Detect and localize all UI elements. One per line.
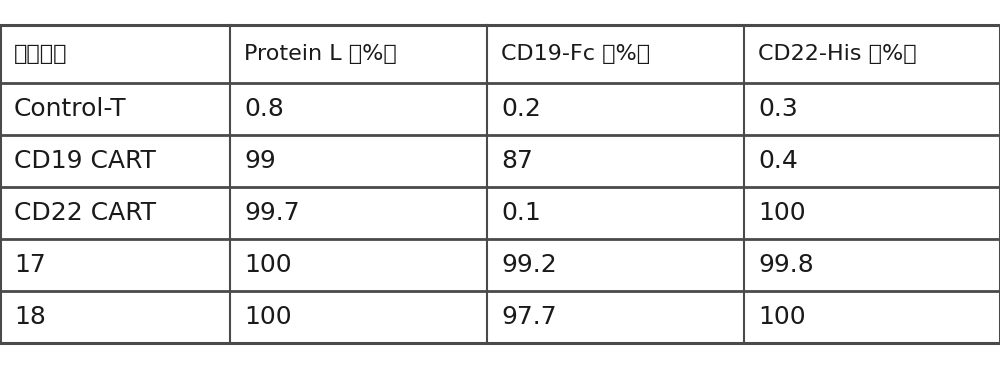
Text: CD22-His （%）: CD22-His （%） — [758, 44, 917, 64]
Text: 97.7: 97.7 — [501, 305, 557, 329]
Text: 0.1: 0.1 — [501, 201, 541, 225]
Text: CD19-Fc （%）: CD19-Fc （%） — [501, 44, 650, 64]
Text: 100: 100 — [758, 201, 806, 225]
Text: Control-T: Control-T — [14, 97, 127, 121]
Bar — [0, 25, 1000, 343]
Text: CD22 CART: CD22 CART — [14, 201, 156, 225]
Text: 99: 99 — [244, 149, 276, 173]
Text: 细胞名称: 细胞名称 — [14, 44, 68, 64]
Text: 0.4: 0.4 — [758, 149, 798, 173]
Text: CD19 CART: CD19 CART — [14, 149, 156, 173]
Text: Protein L （%）: Protein L （%） — [244, 44, 397, 64]
Text: 0.3: 0.3 — [758, 97, 798, 121]
Text: 18: 18 — [14, 305, 46, 329]
Text: 100: 100 — [758, 305, 806, 329]
Text: 99.7: 99.7 — [244, 201, 300, 225]
Text: 0.8: 0.8 — [244, 97, 284, 121]
Text: 99.8: 99.8 — [758, 253, 814, 277]
Text: 0.2: 0.2 — [501, 97, 541, 121]
Text: 87: 87 — [501, 149, 533, 173]
Text: 99.2: 99.2 — [501, 253, 557, 277]
Text: 17: 17 — [14, 253, 46, 277]
Text: 100: 100 — [244, 305, 292, 329]
Text: 100: 100 — [244, 253, 292, 277]
